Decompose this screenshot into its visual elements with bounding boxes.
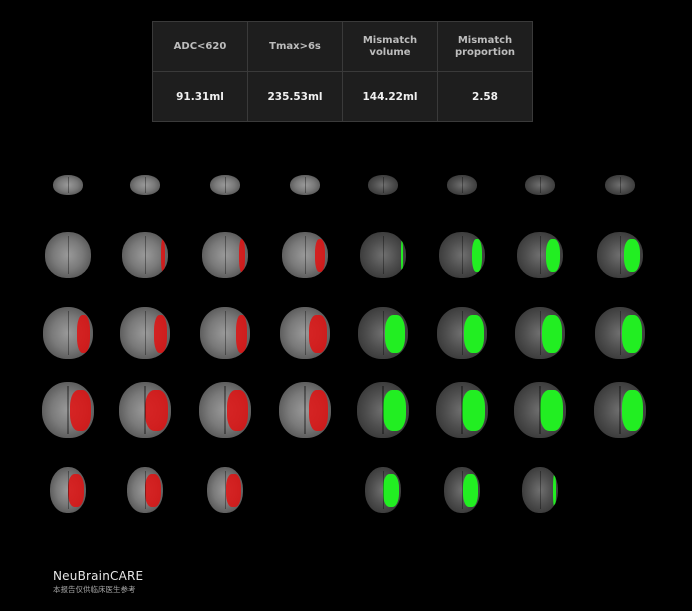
tmax-lesion-overlay [552, 473, 556, 508]
adc-slice [119, 382, 171, 438]
adc-lesion-overlay [161, 238, 166, 273]
tmax-lesion-overlay [471, 238, 483, 273]
tmax-lesion-overlay [382, 473, 399, 508]
adc-slice [53, 175, 83, 195]
tmax-slice [514, 382, 566, 438]
adc-lesion-overlay [226, 390, 248, 432]
tmax-slice [597, 232, 643, 278]
tmax-slice [522, 467, 558, 513]
tmax-lesion-overlay [401, 238, 404, 273]
adc-slice [42, 382, 94, 438]
adc-slice [207, 467, 243, 513]
tmax-slice [357, 382, 409, 438]
adc-lesion-overlay [309, 390, 328, 432]
tmax-slice [594, 382, 646, 438]
tmax-lesion-overlay [621, 314, 642, 353]
tmax-slice [365, 467, 401, 513]
tmax-slice [605, 175, 635, 195]
header-tmax: Tmax>6s [247, 21, 343, 72]
adc-lesion-overlay [76, 314, 90, 353]
slice-grid [42, 175, 646, 513]
tmax-lesion-overlay [621, 390, 643, 432]
adc-lesion-overlay [69, 390, 91, 432]
disclaimer: 本报告仅供临床医生参考 [53, 585, 136, 594]
header-adc: ADC<620 [152, 21, 248, 72]
tmax-slice [360, 232, 406, 278]
adc-slice [127, 467, 163, 513]
adc-lesion-overlay [67, 473, 84, 508]
tmax-lesion-overlay [623, 238, 641, 273]
tmax-slice [447, 175, 477, 195]
tmax-lesion-overlay [461, 390, 485, 432]
tmax-lesion-overlay [384, 314, 405, 353]
adc-slice [199, 382, 251, 438]
adc-lesion-overlay [309, 314, 327, 353]
adc-lesion-overlay [226, 473, 241, 508]
tmax-slice [517, 232, 563, 278]
adc-slice [290, 175, 320, 195]
tmax-lesion-overlay [382, 390, 406, 432]
adc-slice [45, 232, 91, 278]
tmax-lesion-overlay [545, 238, 561, 273]
tmax-slice [437, 307, 487, 359]
tmax-lesion-overlay [540, 390, 563, 432]
adc-lesion-overlay [144, 473, 161, 508]
tmax-slice [595, 307, 645, 359]
adc-lesion-overlay [235, 314, 247, 353]
adc-slice [122, 232, 168, 278]
tmax-slice [525, 175, 555, 195]
adc-lesion-overlay [144, 390, 168, 432]
header-mismatch-volume: Mismatch volume [342, 21, 438, 72]
tmax-slice [368, 175, 398, 195]
tmax-slice [436, 382, 488, 438]
adc-lesion-overlay [153, 314, 167, 353]
value-mismatch-proportion: 2.58 [437, 71, 533, 122]
tmax-slice [358, 307, 408, 359]
adc-lesion-overlay [314, 238, 326, 273]
adc-slice [279, 382, 331, 438]
value-mismatch-volume: 144.22ml [342, 71, 438, 122]
tmax-lesion-overlay [463, 473, 478, 508]
adc-slice [202, 232, 248, 278]
tmax-slice [515, 307, 565, 359]
adc-slice [43, 307, 93, 359]
adc-slice [120, 307, 170, 359]
mismatch-summary-table: ADC<620 Tmax>6s Mismatch volume Mismatch… [152, 21, 533, 122]
tmax-slice [439, 232, 485, 278]
adc-slice [282, 232, 328, 278]
adc-slice [210, 175, 240, 195]
tmax-lesion-overlay [463, 314, 484, 353]
tmax-slice [444, 467, 480, 513]
adc-lesion-overlay [239, 238, 246, 273]
adc-slice [200, 307, 250, 359]
adc-slice [280, 307, 330, 359]
adc-slice [130, 175, 160, 195]
brand-logo: NeuBrainCARE [53, 569, 144, 583]
tmax-lesion-overlay [541, 314, 562, 353]
adc-slice [50, 467, 86, 513]
